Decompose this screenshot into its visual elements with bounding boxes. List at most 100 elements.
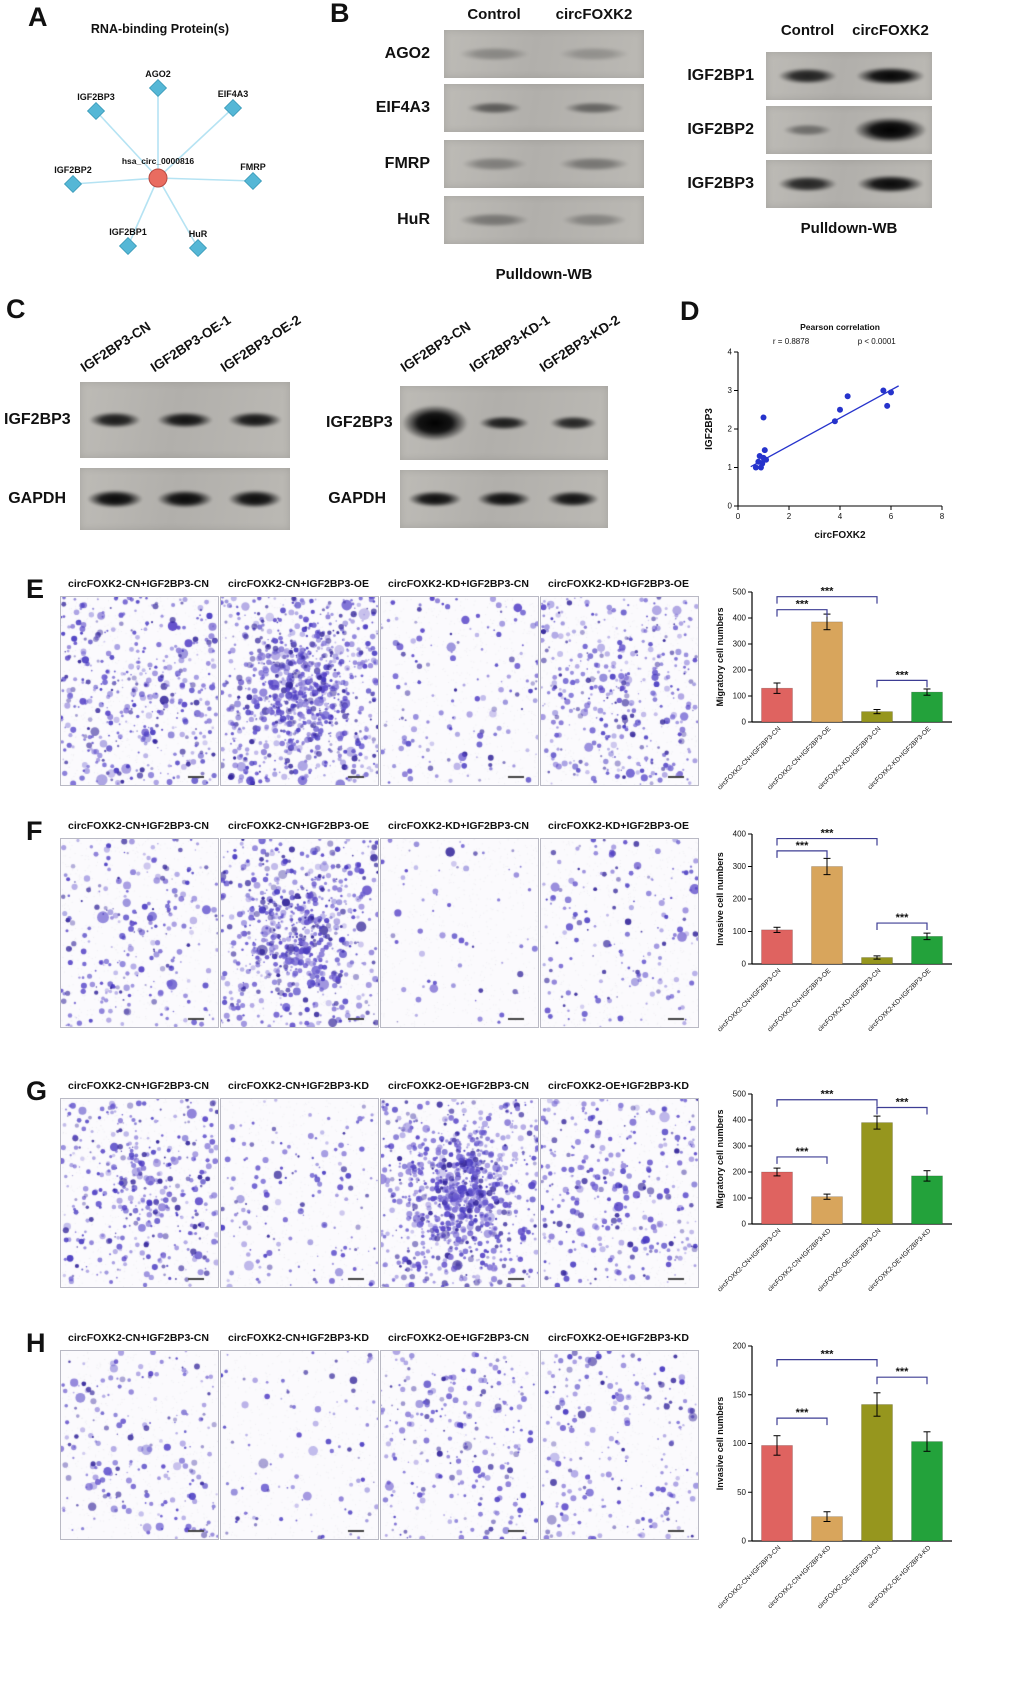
y-tick-label: 150 (733, 1390, 747, 1399)
y-tick-label: 200 (733, 1342, 747, 1351)
panel-label-d: D (680, 296, 700, 326)
transwell-image (220, 1350, 379, 1540)
significance-stars: *** (896, 669, 910, 681)
significance-stars: *** (821, 1089, 835, 1101)
panel-f-transwell-images: circFOXK2-CN+IGF2BP3-CN circFOXK2-CN+IGF2… (60, 820, 705, 1030)
network-edge (157, 177, 254, 182)
protein-band (853, 116, 927, 144)
trend-line (750, 385, 899, 468)
transwell-image-title: circFOXK2-CN+IGF2BP3-CN (68, 1332, 209, 1344)
y-tick-label: 300 (733, 1142, 747, 1151)
transwell-image-title: circFOXK2-OE+IGF2BP3-KD (548, 1080, 689, 1092)
blot-strip (444, 84, 644, 132)
transwell-image (60, 838, 219, 1028)
y-axis-title: Migratory cell numbers (715, 1109, 725, 1208)
transwell-image-title: circFOXK2-KD+IGF2BP3-CN (388, 820, 529, 832)
transwell-image-title: circFOXK2-CN+IGF2BP3-CN (68, 1080, 209, 1092)
lane-header: circFOXK2 (852, 22, 929, 39)
y-tick-label: 100 (733, 692, 747, 701)
scatter-point (831, 418, 838, 425)
y-tick-label: 3 (728, 386, 733, 395)
blot-strip (766, 52, 932, 100)
scatter-point (844, 393, 851, 400)
blot-strip (766, 160, 932, 208)
network-edge (95, 110, 159, 179)
significance-bracket (876, 1106, 928, 1115)
blot-row-label: HuR (397, 211, 430, 228)
lane-header: Control (467, 6, 521, 23)
protein-band (559, 47, 629, 61)
rbp-node-label: IGF2BP3 (77, 92, 115, 102)
rbp-node-label: HuR (189, 229, 208, 239)
transwell-image-title: circFOXK2-CN+IGF2BP3-OE (228, 578, 369, 590)
y-tick-label: 100 (733, 927, 747, 936)
x-tick-label: 8 (940, 512, 945, 521)
blot-row-label: IGF2BP1 (687, 67, 754, 84)
protein-band (778, 68, 837, 84)
blot-row-label: IGF2BP3 (687, 175, 754, 192)
significance-bracket (776, 609, 828, 617)
y-tick-label: 100 (733, 1194, 747, 1203)
panel-f-bar-chart: 0100200300400circFOXK2-CN+IGF2BP3-CNcirc… (715, 828, 952, 1033)
pearson-scatter-chart: 0 2 4 6 8 0 1 2 3 4 Pearson correlation r = 0.8878 p… (704, 322, 945, 541)
transwell-image-title: circFOXK2-CN+IGF2BP3-OE (228, 820, 369, 832)
transwell-image (540, 596, 699, 786)
significance-bracket (876, 1376, 928, 1385)
blot-row-label: FMRP (384, 155, 430, 172)
significance-stars: *** (796, 1146, 810, 1158)
y-tick-label: 200 (733, 1168, 747, 1177)
blot-strip (444, 140, 644, 188)
scatter-point (888, 389, 894, 396)
protein-band (466, 102, 522, 114)
protein-band (561, 213, 627, 227)
transwell-image (540, 1098, 699, 1288)
correlation-r-value: r = 0.8878 (773, 337, 810, 346)
network-edge (157, 107, 234, 179)
igf2bp3-oe-blot: IGF2BP3-CN IGF2BP3-OE-1 IGF2BP3-OE-2 IGF2BP… (4, 312, 334, 548)
significance-stars: *** (896, 912, 910, 924)
blot-strip (400, 470, 608, 528)
blot-row-label: AGO2 (384, 45, 430, 62)
bar (811, 1196, 843, 1225)
panel-g-transwell-images: circFOXK2-CN+IGF2BP3-CN circFOXK2-CN+IGF2… (60, 1080, 705, 1290)
rbp-node-label: AGO2 (145, 69, 171, 79)
bar (861, 1122, 893, 1225)
panel-h-bar-chart: 050100150200circFOXK2-CN+IGF2BP3-CNcircF… (715, 1342, 952, 1610)
rbp-node-diamond-icon (188, 238, 208, 258)
protein-band (157, 411, 213, 429)
transwell-image-title: circFOXK2-KD+IGF2BP3-CN (388, 578, 529, 590)
panel-g-bar-chart: 0100200300400500circFOXK2-CN+IGF2BP3-CNc… (715, 1089, 952, 1293)
bar (761, 1171, 793, 1225)
blot-strip (80, 468, 290, 530)
protein-band (549, 416, 597, 430)
network-edge (127, 177, 159, 247)
transwell-image (220, 838, 379, 1028)
rbp-node-diamond-icon (148, 78, 168, 98)
rbp-node-diamond-icon (223, 98, 243, 118)
protein-band (401, 404, 468, 442)
panel-label-b: B (330, 0, 350, 28)
x-axis-title: circFOXK2 (814, 530, 866, 541)
lane-header: IGF2BP3-CN (77, 318, 154, 375)
y-tick-label: 200 (733, 895, 747, 904)
significance-bracket (776, 1099, 878, 1107)
transwell-image (540, 838, 699, 1028)
protein-band (547, 490, 600, 508)
bar (861, 1404, 893, 1542)
y-tick-label: 0 (728, 502, 733, 511)
y-tick-label: 50 (737, 1488, 746, 1497)
scatter-point (880, 387, 887, 394)
protein-band (782, 123, 833, 137)
y-tick-label: 0 (742, 1220, 747, 1229)
y-tick-label: 0 (742, 718, 747, 727)
x-tick-label: 4 (838, 512, 843, 521)
x-tick-label: 2 (787, 512, 792, 521)
protein-band (777, 176, 838, 192)
circ-center-label: hsa_circ_0000816 (122, 156, 195, 166)
blot-caption: Pulldown-WB (495, 266, 593, 283)
scatter-point (761, 447, 768, 454)
protein-band (88, 412, 142, 428)
transwell-image-title: circFOXK2-CN+IGF2BP3-CN (68, 578, 209, 590)
circ-center-node-icon (148, 168, 168, 188)
blot-strip (444, 30, 644, 78)
